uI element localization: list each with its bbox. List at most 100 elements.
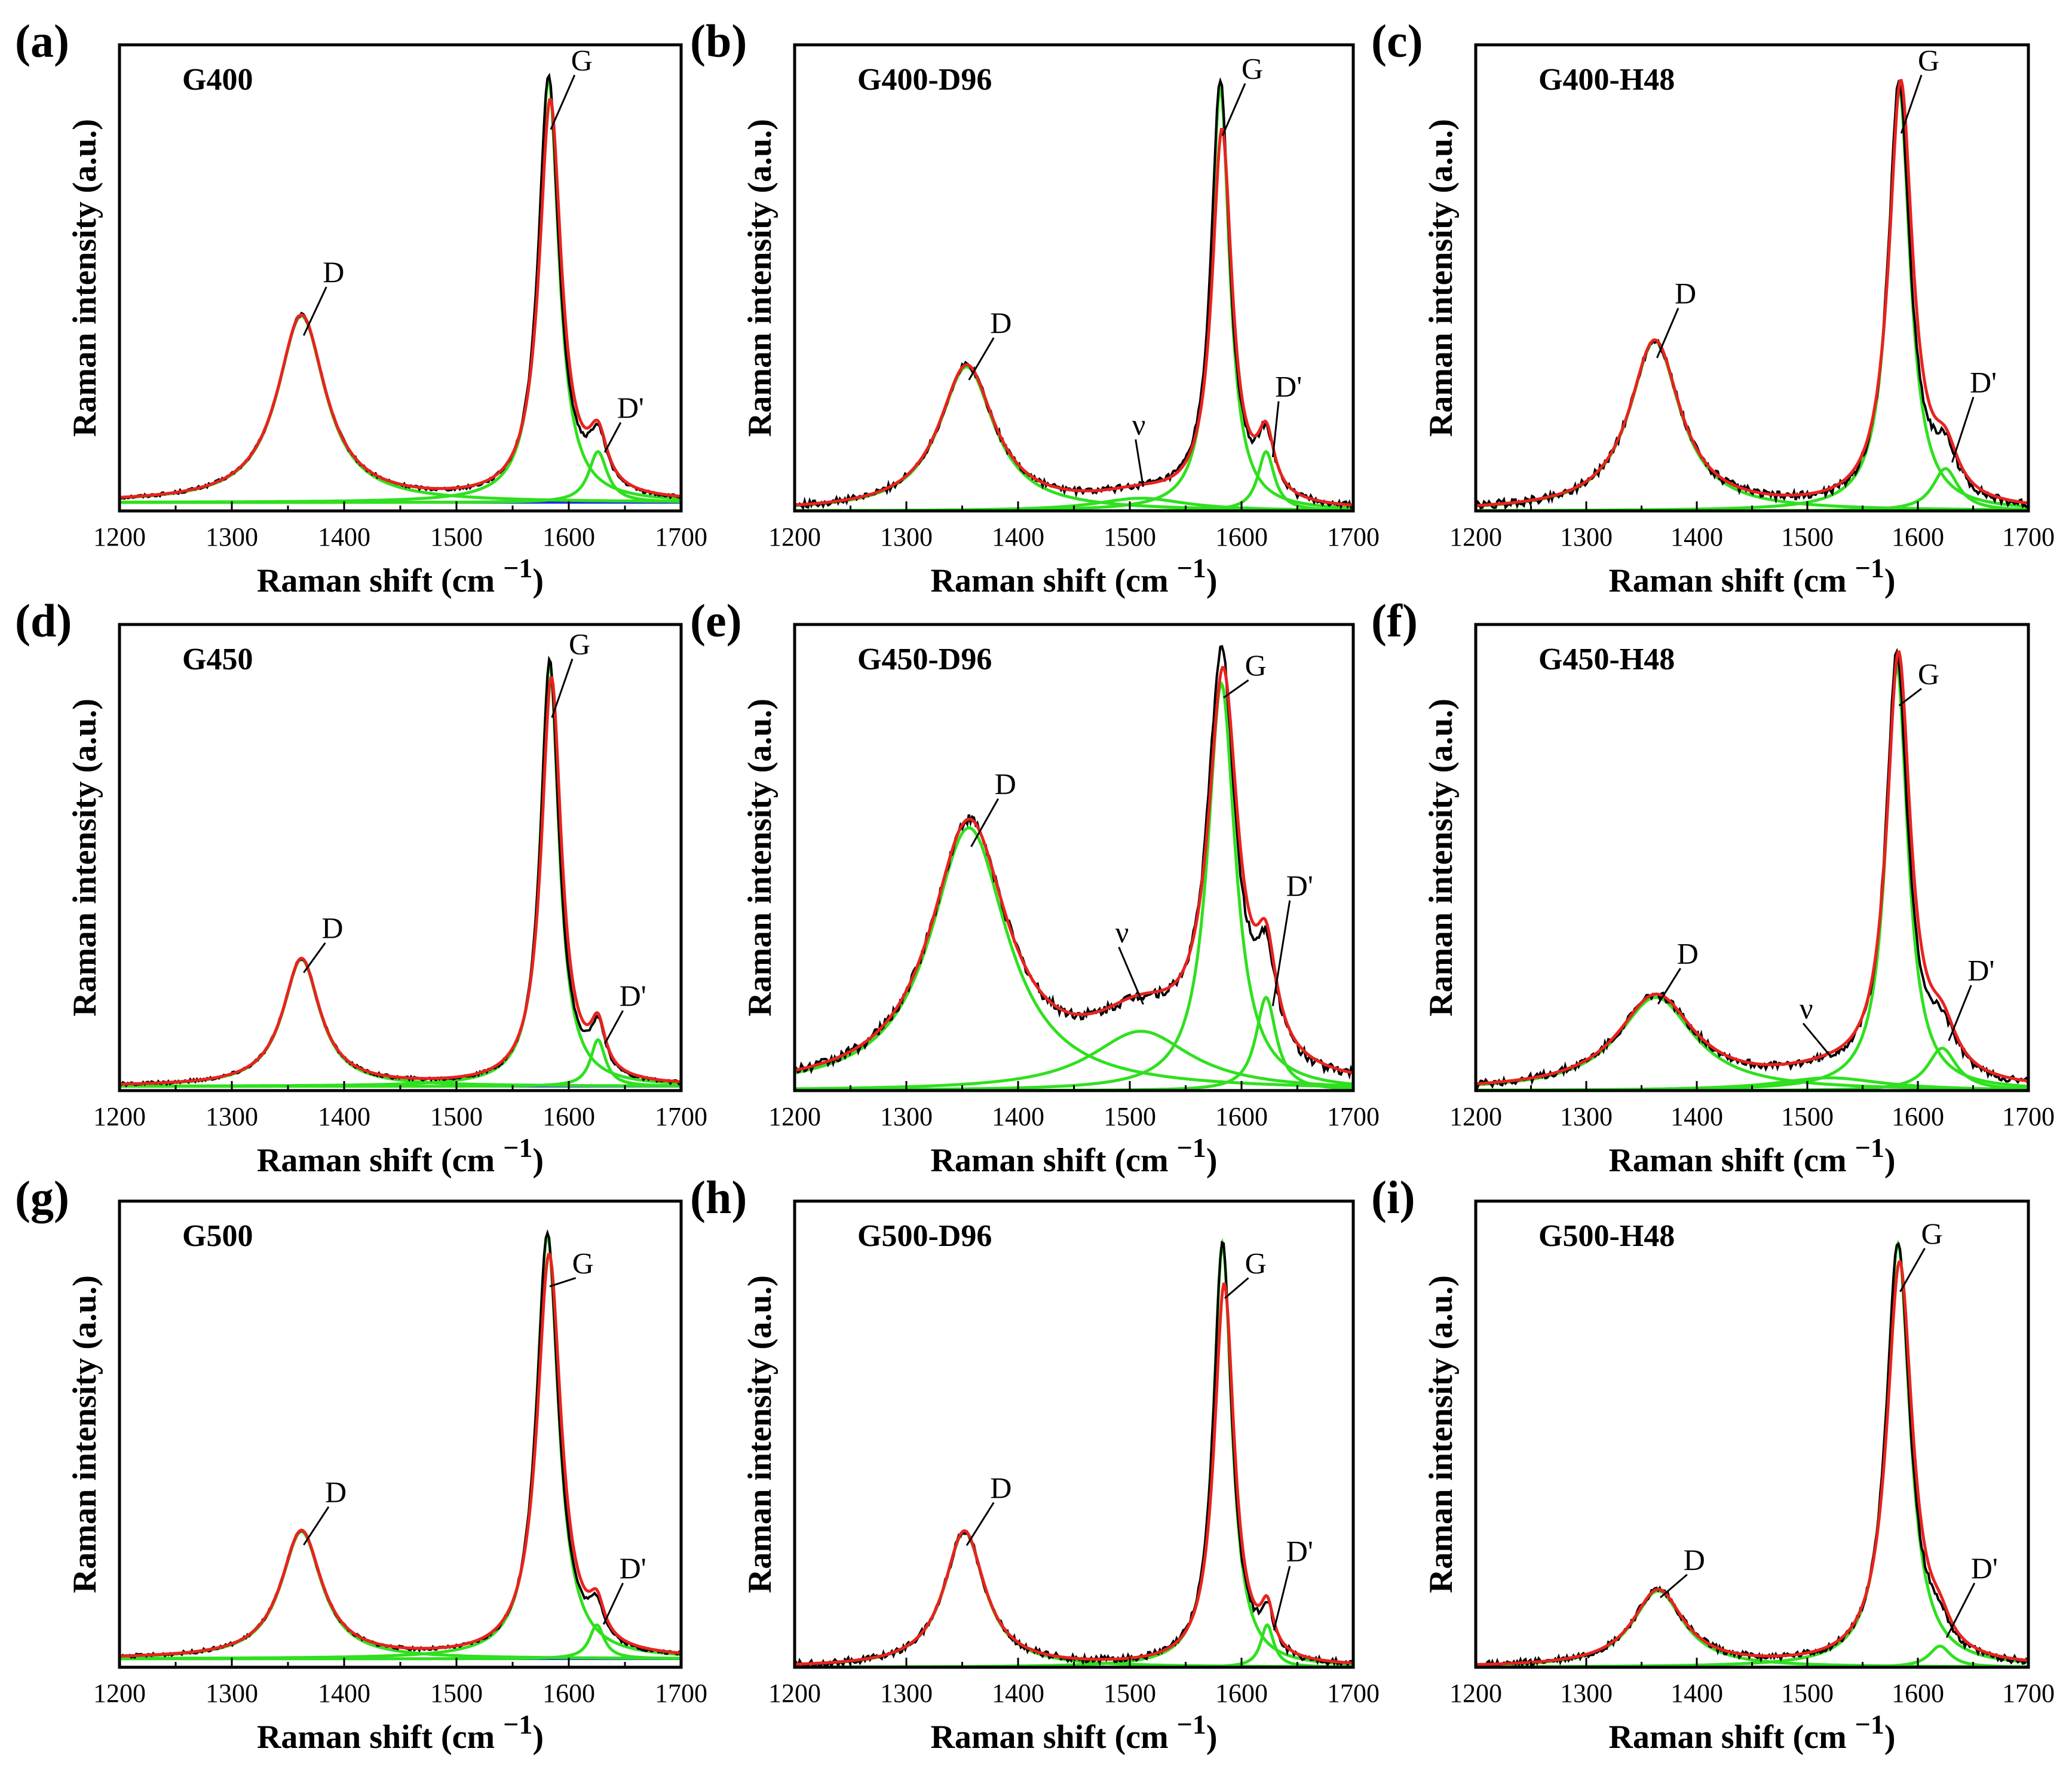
component-d-1 [119,957,681,1088]
x-axis-label-h: Raman shift (cm −1) [930,1709,1217,1756]
leader-line-a-2 [550,74,576,130]
leader-line-e-2 [1118,947,1144,1005]
leader-line-i-3 [1945,1582,1976,1639]
y-axis-label-c: Raman intensity (a.u.) [1423,119,1460,437]
peak-label-h-3: D' [1286,1535,1313,1568]
peak-label-a-3: D' [617,391,644,424]
x-tick-label-d: 1600 [542,1102,595,1131]
peak-label-d-3: D' [620,979,646,1012]
x-axis-label-a: Raman shift (cm −1) [257,553,544,599]
peak-label-f-2: ν [1800,991,1813,1025]
x-tick-label-c: 1700 [2002,522,2055,552]
leader-line-f-1 [1657,967,1681,1005]
x-tick-label-a: 1300 [206,522,258,552]
x-tick-label-i: 1700 [2002,1679,2055,1708]
x-tick-label-e: 1400 [992,1102,1044,1131]
x-tick-label-e: 1300 [880,1102,933,1131]
panel-a: 1200 1300 1400 1500 1600 1700 Raman shift (cm … [15,15,707,599]
panel-title-c: G400-H48 [1538,63,1675,97]
leader-line-d-3 [603,1010,624,1045]
x-tick-label-i: 1400 [1671,1679,1723,1708]
plot-frame-d [118,623,683,1092]
x-axis-label-g: Raman shift (cm −1) [257,1709,544,1756]
leader-line-a-3 [603,422,622,453]
plot-frame-f [1474,623,2030,1092]
peak-label-a-1: D [323,255,344,289]
experimental-curve-a [119,72,681,500]
leader-line-c-2 [1900,75,1923,134]
peak-label-d-2: G [569,627,590,661]
leader-line-f-2 [1802,1022,1832,1058]
component-b-3 [795,81,1353,511]
experimental-curve-c [1476,79,2028,510]
x-tick-label-b: 1700 [1327,522,1380,552]
fit-curve-b [795,128,1353,507]
component-c-2 [1476,82,2028,511]
plot-frame-a [118,43,683,513]
leader-line-c-1 [1656,307,1679,359]
experimental-curve-g [119,1229,681,1659]
x-tick-label-g: 1200 [93,1679,146,1708]
x-tick-label-e: 1700 [1327,1102,1380,1131]
component-g-3 [119,1623,681,1661]
peak-label-f-3: G [1918,657,1939,690]
panel-letter-d: (d) [15,595,72,647]
x-tick-label-b: 1600 [1215,522,1268,552]
leader-line-i-1 [1659,1573,1688,1599]
fit-curve-f [1476,650,2028,1086]
x-tick-label-h: 1500 [1104,1679,1156,1708]
leader-line-e-1 [970,798,1000,847]
fit-curve-h [795,1282,1353,1666]
leader-line-b-2 [1135,439,1144,487]
x-tick-label-i: 1300 [1560,1679,1613,1708]
leader-line-h-3 [1273,1566,1291,1631]
leader-line-f-3 [1898,688,1922,707]
x-tick-label-a: 1600 [542,522,595,552]
panel-letter-e: (e) [690,595,742,647]
panel-f: 1200 1300 1400 1500 1600 1700 Raman shift (cm … [1371,595,2055,1179]
panel-title-i: G500-H48 [1538,1219,1675,1253]
peak-label-d-1: D [321,911,343,945]
x-tick-label-d: 1700 [655,1102,707,1131]
panel-title-f: G450-H48 [1538,642,1675,676]
component-d-2 [119,657,681,1088]
leader-line-h-1 [965,1502,995,1546]
panel-letter-c: (c) [1371,15,1423,67]
leader-line-h-2 [1224,1277,1249,1299]
y-axis-label-f: Raman intensity (a.u.) [1423,699,1460,1016]
plot-frame-e [793,623,1355,1092]
x-tick-label-e: 1200 [768,1102,821,1131]
y-axis-label-e: Raman intensity (a.u.) [741,699,778,1016]
peak-label-h-2: G [1245,1247,1267,1280]
leader-line-e-4 [1271,900,1291,1006]
component-a-2 [119,74,681,504]
panel-letter-g: (g) [15,1171,69,1223]
panel-g: 1200 1300 1400 1500 1600 1700 Raman shift (cm … [15,1171,707,1756]
leader-line-b-1 [968,337,995,381]
component-b-4 [795,449,1353,511]
peak-label-e-2: ν [1115,916,1129,949]
peak-label-g-3: D' [620,1551,646,1585]
leader-line-a-1 [302,286,327,336]
fit-curve-a [119,98,681,499]
x-tick-label-e: 1600 [1215,1102,1268,1131]
leader-line-g-1 [303,1506,330,1546]
leader-line-b-4 [1271,401,1280,458]
y-axis-label-b: Raman intensity (a.u.) [741,119,778,437]
panel-title-b: G400-D96 [857,63,992,97]
x-tick-label-f: 1600 [1892,1102,1944,1131]
component-a-3 [119,449,681,504]
peak-label-b-4: D' [1275,370,1302,403]
panel-title-a: G400 [182,63,253,97]
x-tick-label-f: 1400 [1671,1102,1723,1131]
leader-line-c-3 [1951,396,1975,463]
x-tick-label-d: 1200 [93,1102,146,1131]
experimental-curve-e [795,645,1353,1080]
plot-frame-c [1474,43,2030,513]
peak-label-i-2: G [1921,1217,1943,1250]
y-axis-label-h: Raman intensity (a.u.) [741,1275,778,1593]
peak-label-c-1: D [1675,277,1696,310]
leader-line-d-2 [551,659,574,718]
panel-title-e: G450-D96 [857,642,992,676]
x-tick-label-f: 1500 [1781,1102,1834,1131]
